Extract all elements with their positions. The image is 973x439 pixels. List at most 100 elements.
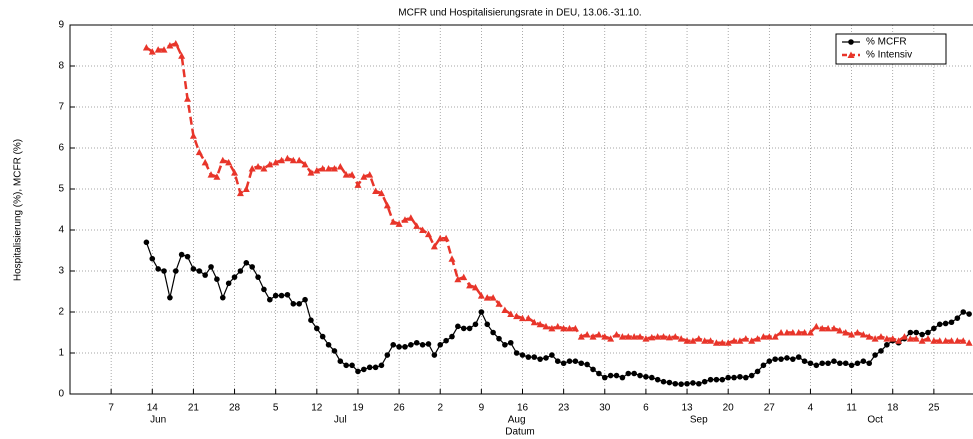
point	[918, 337, 926, 344]
point	[483, 294, 491, 301]
point	[342, 171, 350, 178]
point	[372, 187, 380, 195]
point	[724, 339, 732, 346]
point	[677, 335, 685, 342]
point	[430, 242, 438, 250]
point	[172, 39, 180, 47]
point	[877, 333, 885, 340]
point	[413, 222, 421, 229]
point	[378, 362, 385, 369]
point	[219, 294, 226, 301]
point	[895, 337, 903, 344]
x-tick-label: 6	[643, 403, 649, 414]
point	[924, 335, 932, 342]
point	[395, 220, 403, 227]
point	[648, 374, 655, 381]
point	[643, 373, 649, 380]
legend-label: % MCFR	[866, 37, 907, 48]
point	[613, 372, 620, 379]
legend-marker	[848, 39, 854, 45]
point	[619, 374, 626, 381]
point	[202, 272, 208, 278]
point	[384, 352, 391, 358]
point	[637, 372, 643, 379]
point	[314, 325, 320, 332]
point	[925, 329, 931, 336]
point	[478, 309, 485, 315]
point	[725, 374, 731, 381]
point	[942, 337, 950, 344]
y-tick-label: 3	[58, 266, 64, 277]
point	[155, 266, 161, 272]
plot-frame	[69, 24, 973, 395]
point	[872, 352, 878, 358]
point	[231, 274, 238, 280]
point	[966, 311, 972, 317]
point	[260, 165, 268, 172]
point	[601, 374, 608, 381]
point	[831, 358, 837, 365]
point	[959, 337, 967, 344]
point	[743, 374, 749, 381]
point	[801, 358, 808, 365]
point	[636, 333, 644, 340]
point	[584, 361, 590, 368]
point	[912, 335, 920, 342]
point	[237, 268, 244, 274]
point	[308, 317, 314, 324]
point	[807, 360, 814, 367]
point	[413, 339, 420, 346]
point	[419, 226, 427, 233]
point	[325, 165, 333, 172]
point	[213, 173, 221, 180]
point	[766, 358, 773, 365]
point	[690, 380, 696, 386]
x-tick-label: 19	[352, 403, 364, 414]
point	[737, 373, 743, 380]
x-tick-label: 26	[394, 403, 406, 414]
point	[707, 376, 714, 383]
point	[866, 360, 873, 367]
point	[495, 300, 503, 307]
point	[777, 329, 785, 336]
x-tick-label: 11	[846, 403, 857, 414]
month-label: Aug	[508, 415, 526, 426]
point	[372, 364, 379, 371]
point	[319, 165, 327, 172]
month-label: Oct	[867, 415, 883, 426]
y-tick-label: 5	[58, 184, 64, 195]
point	[196, 268, 203, 274]
point	[454, 275, 462, 283]
point	[148, 48, 156, 55]
point	[684, 380, 690, 387]
point	[361, 366, 367, 373]
point	[759, 333, 767, 340]
point	[813, 362, 820, 369]
point	[778, 356, 784, 362]
point	[455, 323, 461, 330]
point	[355, 368, 361, 375]
point	[360, 173, 368, 180]
point	[484, 321, 491, 328]
point	[748, 372, 755, 379]
point	[784, 355, 790, 361]
point	[519, 352, 526, 358]
point	[178, 52, 186, 59]
y-tick-label: 2	[58, 307, 64, 318]
x-tick-label: 21	[188, 403, 200, 414]
point	[325, 342, 332, 348]
point	[900, 333, 908, 340]
x-tick-label: 5	[273, 403, 279, 414]
point	[630, 333, 638, 340]
point	[695, 335, 703, 342]
point	[825, 360, 831, 367]
point	[642, 335, 650, 342]
point	[795, 329, 803, 336]
point	[695, 380, 702, 387]
point	[496, 335, 502, 342]
point	[278, 156, 286, 164]
point	[472, 321, 479, 328]
point	[366, 364, 373, 371]
legend-label: % Intensiv	[866, 50, 912, 61]
point	[460, 325, 467, 332]
